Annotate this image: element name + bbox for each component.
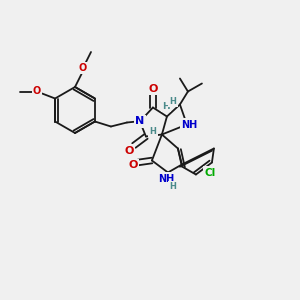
Text: N: N [135,116,145,127]
Text: H: H [162,102,170,111]
Text: O: O [148,83,158,94]
Text: O: O [33,86,41,97]
Text: Cl: Cl [204,167,215,178]
Text: O: O [124,146,134,155]
Text: H: H [169,182,176,191]
Text: NH: NH [181,119,197,130]
Text: O: O [128,160,138,170]
Text: NH: NH [158,173,174,184]
Text: O: O [79,63,87,73]
Text: H: H [149,127,156,136]
Text: H: H [169,97,176,106]
